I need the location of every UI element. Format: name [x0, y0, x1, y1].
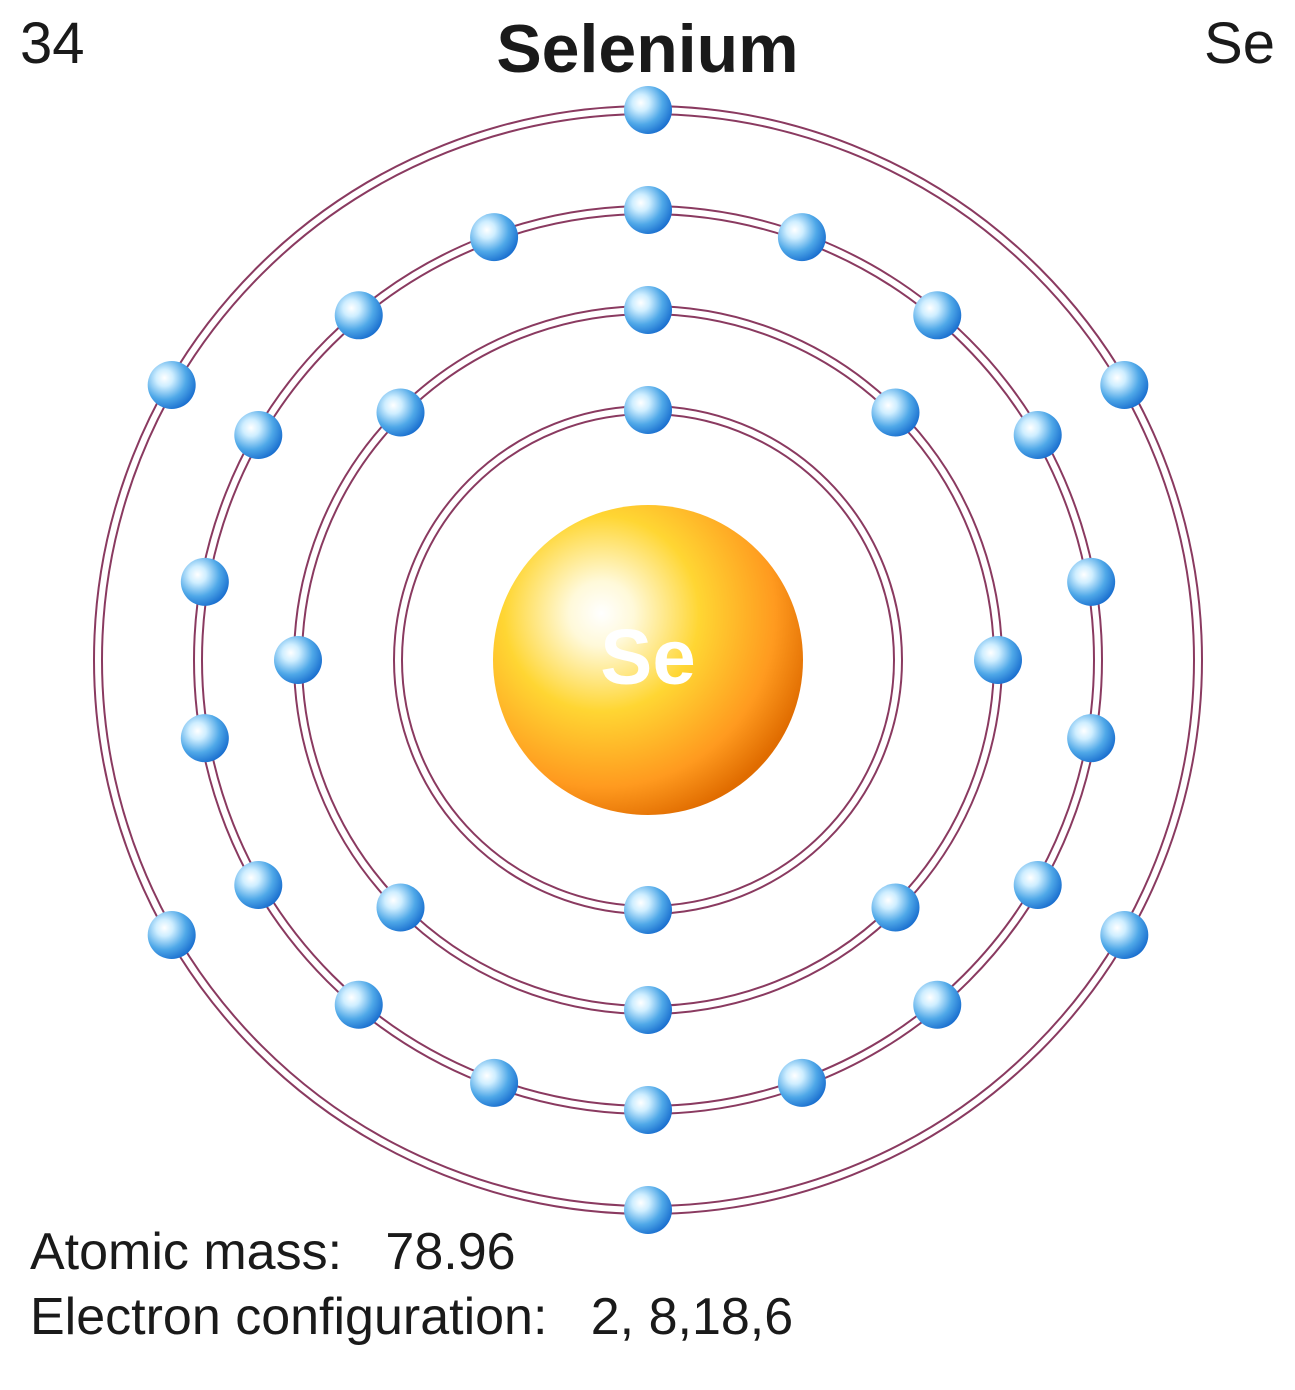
electron-shell3-8 [913, 981, 961, 1029]
electron-shell4-5 [147, 911, 195, 959]
electron-config-value: 2, 8,18,6 [591, 1288, 793, 1346]
electron-shell3-12 [334, 981, 382, 1029]
electron-shell3-10 [624, 1086, 672, 1134]
electron-shell4-1 [624, 86, 672, 134]
electron-shell3-3 [913, 291, 961, 339]
electron-shell3-14 [180, 714, 228, 762]
electron-shell3-1 [624, 186, 672, 234]
electron-shell3-5 [1067, 558, 1115, 606]
electron-shell3-18 [470, 213, 518, 261]
atomic-mass-label: Atomic mass: [30, 1223, 342, 1281]
electron-shell2-2 [871, 389, 919, 437]
electron-shell1-1 [624, 386, 672, 434]
electron-shell3-6 [1067, 714, 1115, 762]
electron-shell2-4 [871, 883, 919, 931]
nucleus-symbol: Se [600, 612, 695, 700]
electron-shell4-3 [1100, 911, 1148, 959]
electron-shell3-17 [334, 291, 382, 339]
electron-shell3-9 [777, 1059, 825, 1107]
electron-shell3-4 [1013, 411, 1061, 459]
electron-shell2-8 [376, 389, 424, 437]
electron-shell4-6 [147, 361, 195, 409]
footer: Atomic mass: 78.96 Electron configuratio… [30, 1220, 793, 1350]
element-name: Selenium [0, 10, 1295, 88]
electron-shell2-6 [376, 883, 424, 931]
bohr-diagram: Se [68, 80, 1228, 1240]
electron-shell2-1 [624, 286, 672, 334]
electron-shell1-2 [624, 886, 672, 934]
electron-shell4-2 [1100, 361, 1148, 409]
electron-shell2-3 [974, 636, 1022, 684]
electron-shell3-7 [1013, 861, 1061, 909]
element-symbol-top-right: Se [1204, 10, 1275, 77]
electron-shell3-15 [180, 558, 228, 606]
electron-shell3-11 [470, 1059, 518, 1107]
electron-config-label: Electron configuration: [30, 1288, 547, 1346]
electron-shell2-7 [274, 636, 322, 684]
atomic-mass-value: 78.96 [385, 1223, 515, 1281]
electron-shell3-16 [234, 411, 282, 459]
electron-shell3-13 [234, 861, 282, 909]
electron-shell3-2 [777, 213, 825, 261]
electron-shell2-5 [624, 986, 672, 1034]
electron-config-row: Electron configuration: 2, 8,18,6 [30, 1285, 793, 1350]
atomic-mass-row: Atomic mass: 78.96 [30, 1220, 793, 1285]
